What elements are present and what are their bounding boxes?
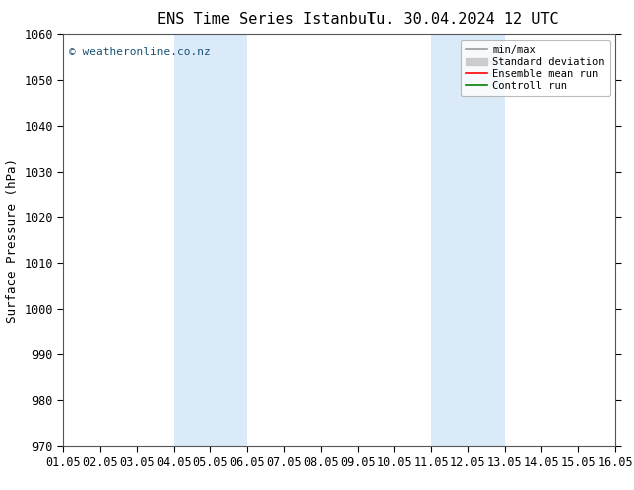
Text: ENS Time Series Istanbul: ENS Time Series Istanbul — [157, 12, 376, 27]
Legend: min/max, Standard deviation, Ensemble mean run, Controll run: min/max, Standard deviation, Ensemble me… — [461, 40, 610, 96]
Bar — [431, 34, 505, 446]
Bar — [174, 34, 247, 446]
Y-axis label: Surface Pressure (hPa): Surface Pressure (hPa) — [6, 158, 19, 322]
Text: © weatheronline.co.nz: © weatheronline.co.nz — [69, 47, 210, 57]
Text: Tu. 30.04.2024 12 UTC: Tu. 30.04.2024 12 UTC — [367, 12, 559, 27]
